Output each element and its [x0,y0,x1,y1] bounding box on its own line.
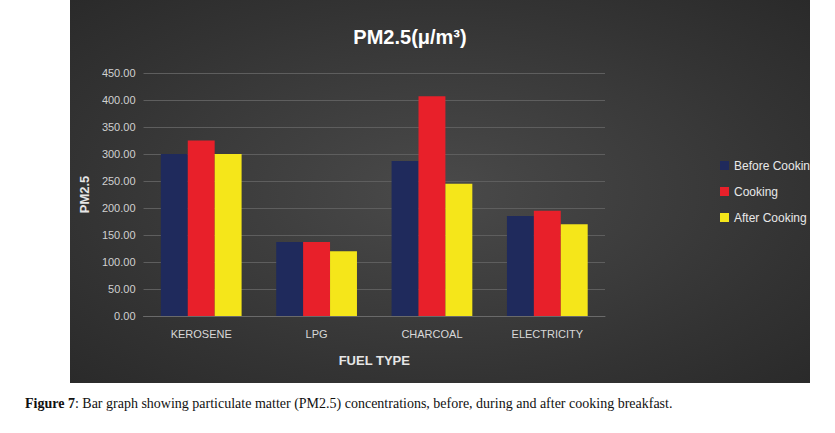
svg-text:150.00: 150.00 [102,229,136,241]
svg-text:LPG: LPG [306,328,328,340]
svg-text:50.00: 50.00 [108,283,136,295]
svg-text:250.00: 250.00 [102,175,136,187]
html-text:Figure 7: Bar graph showing pa: Figure 7: Bar graph showing particulate … [25,396,673,411]
svg-text:400.00: 400.00 [102,94,136,106]
svg-text:0.00: 0.00 [114,310,135,322]
svg-text:PM2.5(μ/m³): PM2.5(μ/m³) [353,26,466,48]
svg-text:450.00: 450.00 [102,67,136,79]
svg-text:PM2.5: PM2.5 [77,176,92,214]
svg-text:ELECTRICITY: ELECTRICITY [512,328,584,340]
svg-text:100.00: 100.00 [102,256,136,268]
svg-text:350.00: 350.00 [102,121,136,133]
svg-text:200.00: 200.00 [102,202,136,214]
svg-text:CHARCOAL: CHARCOAL [401,328,462,340]
svg-text:Before Cooking: Before Cooking [734,159,810,173]
svg-text:FUEL TYPE: FUEL TYPE [339,353,411,368]
svg-text:KEROSENE: KEROSENE [171,328,232,340]
svg-text:300.00: 300.00 [102,148,136,160]
svg-text:Cooking: Cooking [734,185,778,199]
svg-text:After Cooking: After Cooking [734,211,807,225]
